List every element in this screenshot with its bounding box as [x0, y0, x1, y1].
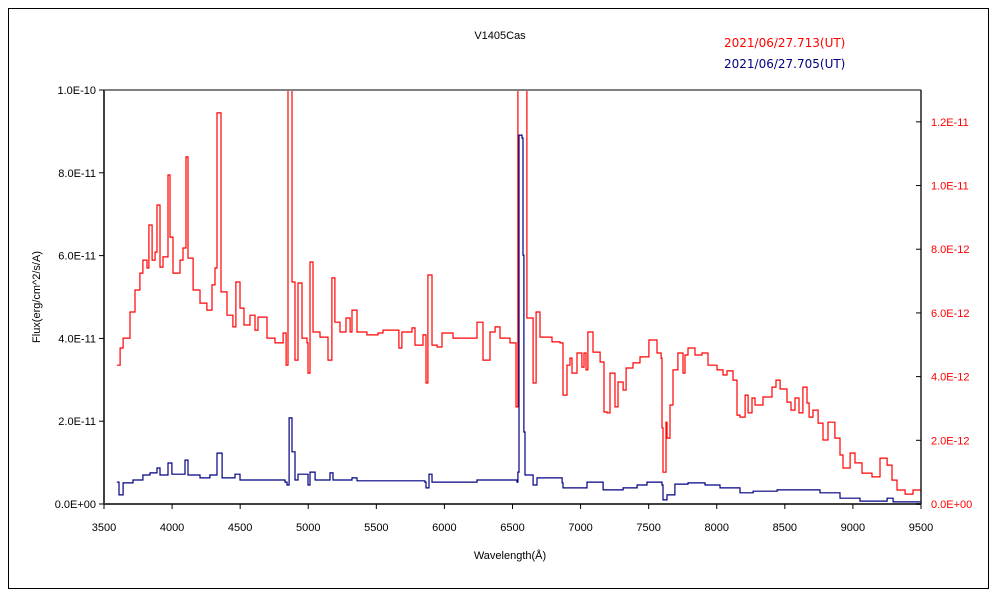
x-tick-label: 3500: [92, 522, 116, 534]
y-left-tick-label: 8.0E-11: [58, 168, 96, 180]
y-right-tick-label: 6.0E-12: [931, 308, 970, 320]
y-left-tick-label: 2.0E-11: [58, 416, 96, 428]
y-left-tick-label: 0.0E+00: [55, 499, 96, 511]
y-right-tick-label: 1.2E-11: [931, 117, 969, 129]
legend-entry-red: 2021/06/27.713(UT): [724, 36, 845, 50]
x-tick-label: 5500: [364, 522, 388, 534]
chart-frame: [8, 8, 989, 589]
series-line-red: [116, 90, 921, 495]
x-tick-label: 9000: [841, 522, 865, 534]
y-right-tick-label: 4.0E-12: [931, 372, 970, 384]
x-tick-label: 8000: [705, 522, 729, 534]
x-tick-label: 7000: [568, 522, 592, 534]
y-right-tick-label: 0.0E+00: [931, 499, 972, 511]
legend-entry-blue: 2021/06/27.705(UT): [724, 57, 845, 71]
y-left-tick-label: 4.0E-11: [58, 333, 96, 345]
x-tick-label: 4000: [160, 522, 184, 534]
x-tick-label: 5000: [296, 522, 320, 534]
x-tick-label: 4500: [228, 522, 252, 534]
x-tick-label: 9500: [909, 522, 933, 534]
y-axis-title: Flux(erg/cm^2/s/A): [31, 251, 43, 343]
y-left-tick-label: 1.0E-10: [57, 85, 96, 97]
x-tick-label: 6500: [500, 522, 524, 534]
y-right-tick-label: 2.0E-12: [931, 435, 970, 447]
x-tick-label: 6000: [432, 522, 456, 534]
y-right-tick-label: 1.0E-11: [931, 181, 969, 193]
series-line-blue: [116, 134, 921, 503]
chart-title: V1405Cas: [474, 30, 526, 42]
x-axis-title: Wavelength(Å): [474, 549, 546, 562]
y-left-tick-label: 6.0E-11: [58, 251, 96, 263]
y-right-tick-label: 8.0E-12: [931, 244, 970, 256]
x-tick-label: 8500: [773, 522, 797, 534]
x-tick-label: 7500: [636, 522, 660, 534]
